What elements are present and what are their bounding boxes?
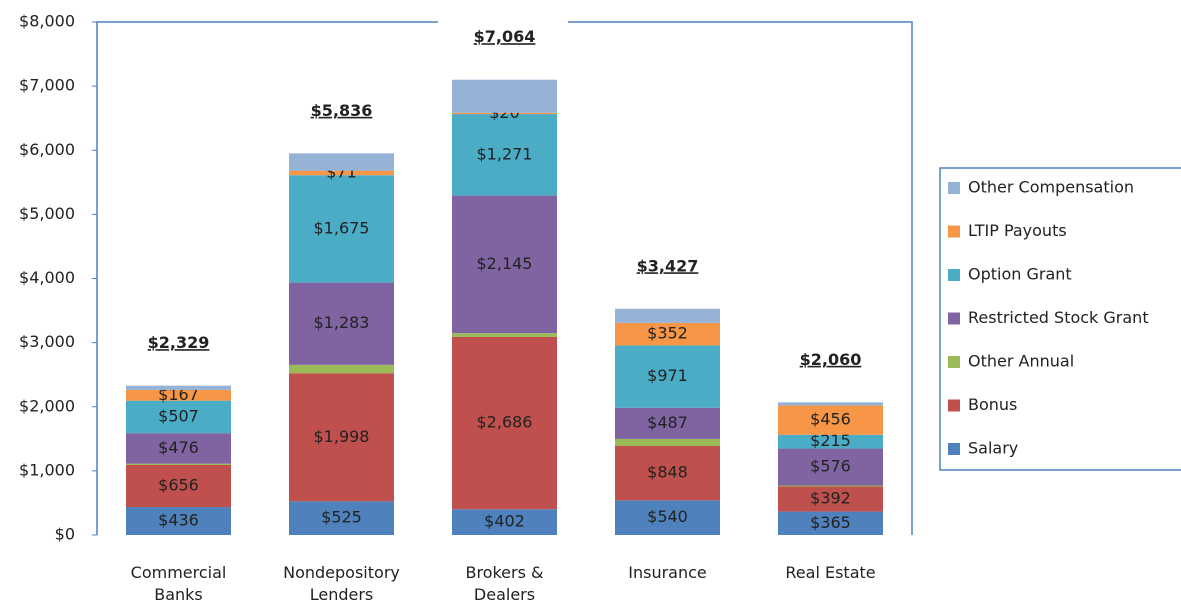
legend-marker bbox=[948, 269, 960, 281]
bar-segment bbox=[615, 308, 720, 323]
legend-marker bbox=[948, 356, 960, 368]
bar-segment bbox=[452, 336, 557, 510]
bar-segment bbox=[615, 438, 720, 446]
bar-segment bbox=[778, 434, 883, 449]
bar-segment bbox=[452, 509, 557, 535]
data-label: $971 bbox=[647, 366, 688, 385]
y-tick-label: $0 bbox=[55, 525, 75, 544]
bar-segment bbox=[778, 402, 883, 406]
y-tick-label: $2,000 bbox=[19, 396, 75, 415]
data-label: $576 bbox=[810, 457, 851, 476]
total-label: $3,427 bbox=[637, 256, 699, 275]
data-label: $848 bbox=[647, 463, 688, 482]
bar-segment bbox=[289, 373, 394, 502]
bar-segment bbox=[289, 175, 394, 283]
y-tick-label: $3,000 bbox=[19, 332, 75, 351]
data-label: $352 bbox=[647, 324, 688, 343]
y-tick-label: $8,000 bbox=[19, 12, 75, 31]
legend-label: LTIP Payouts bbox=[968, 221, 1067, 240]
bar-segment bbox=[126, 507, 231, 535]
data-label: $215 bbox=[810, 431, 851, 450]
legend-marker bbox=[948, 399, 960, 412]
data-label: $1,998 bbox=[314, 427, 370, 446]
x-tick-label: Commercial Banks bbox=[130, 563, 227, 604]
x-tick-label: Brokers & Dealers bbox=[465, 563, 544, 604]
data-label: $656 bbox=[158, 476, 199, 495]
bar-segment bbox=[778, 448, 883, 486]
bar-segment bbox=[452, 195, 557, 334]
data-label: $2,145 bbox=[477, 254, 533, 273]
bar-segment bbox=[289, 364, 394, 374]
legend-label: Other Annual bbox=[968, 352, 1074, 371]
bar-segment bbox=[615, 322, 720, 346]
data-label: $487 bbox=[647, 413, 688, 432]
legend-label: Restricted Stock Grant bbox=[968, 308, 1149, 327]
bar-segment bbox=[778, 486, 883, 512]
bar-segment bbox=[289, 153, 394, 171]
legend-label: Salary bbox=[968, 439, 1018, 458]
y-tick-label: $5,000 bbox=[19, 204, 75, 223]
bar-segment bbox=[126, 385, 231, 390]
bar-segment bbox=[452, 79, 557, 113]
y-tick-label: $7,000 bbox=[19, 76, 75, 95]
bar-segment bbox=[452, 114, 557, 196]
data-label: $436 bbox=[158, 511, 199, 530]
data-label: $1,271 bbox=[477, 144, 533, 163]
data-label: $456 bbox=[810, 410, 851, 429]
bar-segment bbox=[452, 333, 557, 337]
data-label: $2,686 bbox=[477, 413, 533, 432]
legend-marker bbox=[948, 182, 960, 194]
x-tick-label: Nondepository Lenders bbox=[283, 563, 400, 604]
bar-segment bbox=[126, 433, 231, 464]
y-tick-label: $4,000 bbox=[19, 268, 75, 287]
total-label: $2,060 bbox=[800, 350, 862, 369]
bar-segment bbox=[289, 282, 394, 365]
bar-segment bbox=[289, 501, 394, 535]
bar-segment bbox=[126, 464, 231, 508]
bar-segment bbox=[126, 389, 231, 401]
legend-label: Bonus bbox=[968, 395, 1017, 414]
bar-segment bbox=[778, 485, 883, 487]
data-label: $1,675 bbox=[314, 218, 370, 237]
bar-segment bbox=[778, 405, 883, 435]
legend-label: Other Compensation bbox=[968, 178, 1134, 197]
bar-segment bbox=[615, 500, 720, 535]
y-tick-label: $6,000 bbox=[19, 140, 75, 159]
data-label: $1,283 bbox=[314, 313, 370, 332]
y-tick-label: $1,000 bbox=[19, 460, 75, 479]
data-label: $540 bbox=[647, 507, 688, 526]
data-label: $507 bbox=[158, 406, 199, 425]
data-label: $476 bbox=[158, 438, 199, 457]
data-label: $392 bbox=[810, 489, 851, 508]
legend-marker bbox=[948, 312, 960, 325]
total-label: $5,836 bbox=[311, 101, 373, 120]
bar-segment bbox=[126, 463, 231, 465]
data-label: $365 bbox=[810, 513, 851, 532]
bar-segment bbox=[778, 511, 883, 535]
x-tick-label: Insurance bbox=[628, 563, 707, 582]
legend-marker bbox=[948, 443, 960, 455]
x-tick-label: Real Estate bbox=[785, 563, 876, 582]
bar-segment bbox=[615, 445, 720, 501]
legend-label: Option Grant bbox=[968, 265, 1072, 284]
bar-segment bbox=[615, 407, 720, 439]
data-label: $402 bbox=[484, 512, 525, 531]
bar-segment bbox=[289, 170, 394, 176]
total-label: $2,329 bbox=[148, 333, 210, 352]
bar-segment bbox=[126, 400, 231, 434]
bar-segment bbox=[615, 345, 720, 408]
legend-box bbox=[939, 167, 1181, 471]
total-label: $7,064 bbox=[474, 27, 536, 46]
data-label: $525 bbox=[321, 508, 362, 527]
bar-segment bbox=[452, 112, 557, 115]
legend-marker bbox=[948, 225, 960, 238]
